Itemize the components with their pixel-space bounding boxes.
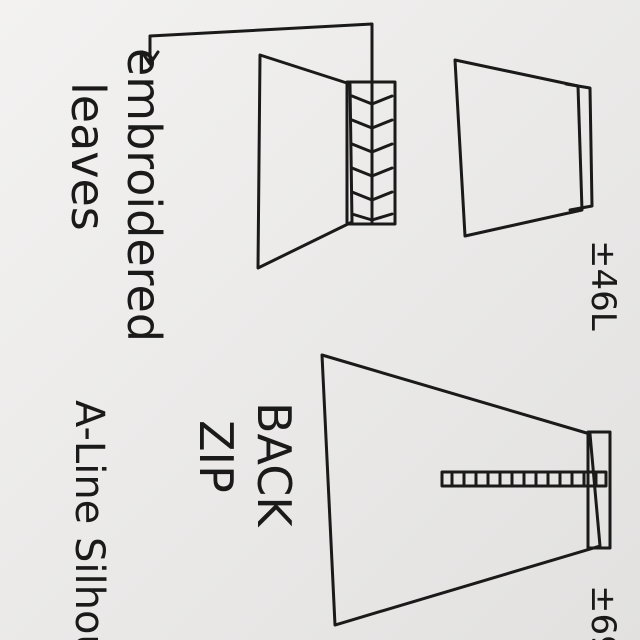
measurement: ±69	[583, 585, 623, 640]
skirt-outline	[320, 353, 602, 627]
zip-teeth	[450, 470, 598, 488]
silhouette-label: A-Line Silhouett	[66, 400, 112, 640]
note-line: ZIP	[189, 420, 243, 493]
note-line: embroidered	[117, 48, 171, 342]
skirt-outline	[256, 53, 354, 270]
embroidered-skirt	[256, 53, 397, 270]
note-line: leaves	[61, 82, 115, 231]
arrow	[140, 22, 374, 82]
skirt-outline	[453, 58, 584, 238]
measurement: ±46L	[583, 240, 623, 331]
waistband	[564, 82, 594, 212]
leaf-pattern	[350, 80, 394, 226]
note-line: BACK	[247, 402, 301, 528]
top-skirt	[453, 58, 594, 238]
aline-skirt	[320, 353, 612, 627]
waistband	[586, 430, 612, 550]
